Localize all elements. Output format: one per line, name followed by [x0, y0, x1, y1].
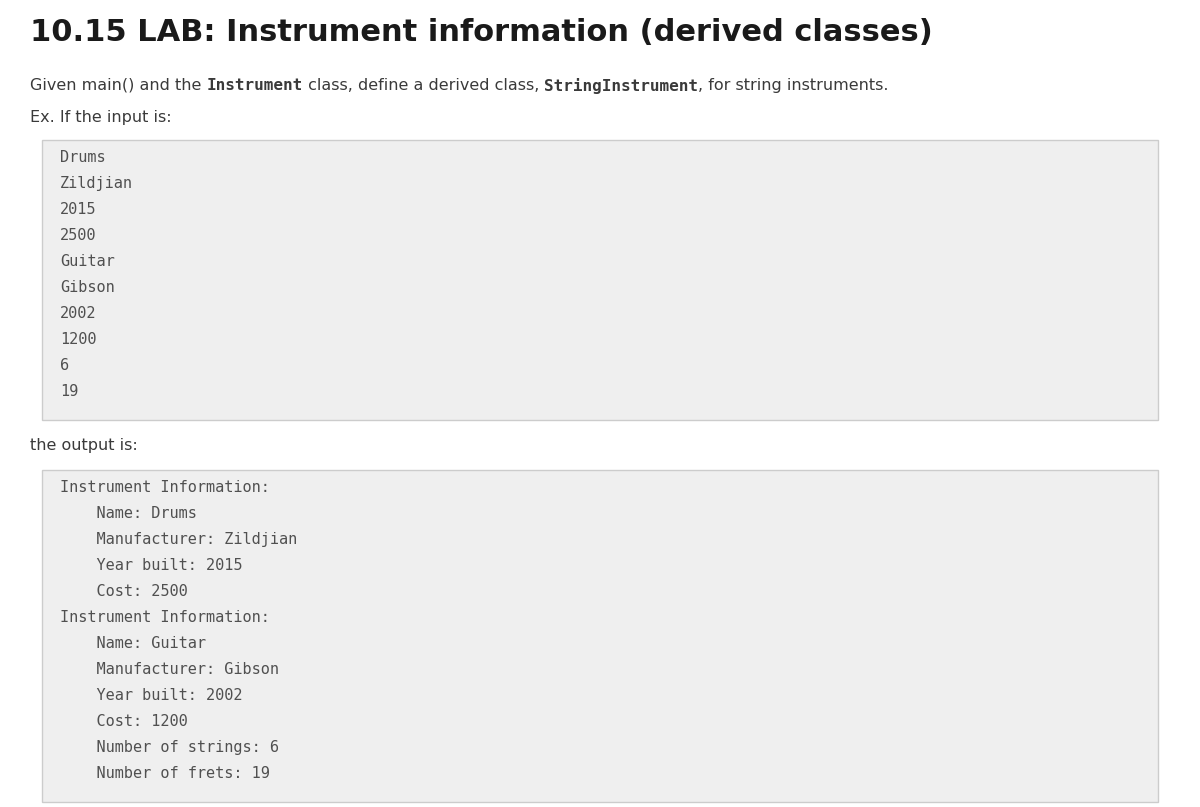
Text: Gibson: Gibson — [60, 280, 115, 295]
Text: , for string instruments.: , for string instruments. — [698, 78, 889, 93]
Text: Cost: 1200: Cost: 1200 — [60, 714, 187, 729]
Text: Number of frets: 19: Number of frets: 19 — [60, 766, 270, 781]
Text: 10.15 LAB: Instrument information (derived classes): 10.15 LAB: Instrument information (deriv… — [30, 18, 932, 47]
Text: Year built: 2015: Year built: 2015 — [60, 558, 242, 573]
Text: the output is:: the output is: — [30, 438, 138, 453]
Text: Given main() and the: Given main() and the — [30, 78, 206, 93]
Text: Drums: Drums — [60, 150, 106, 165]
Text: Year built: 2002: Year built: 2002 — [60, 688, 242, 703]
Text: 1200: 1200 — [60, 332, 96, 347]
Text: 2015: 2015 — [60, 202, 96, 217]
Text: StringInstrument: StringInstrument — [545, 78, 698, 94]
FancyBboxPatch shape — [42, 470, 1158, 802]
Text: Zildjian: Zildjian — [60, 176, 133, 191]
Text: Instrument Information:: Instrument Information: — [60, 610, 270, 625]
Text: Manufacturer: Gibson: Manufacturer: Gibson — [60, 662, 278, 677]
Text: class, define a derived class,: class, define a derived class, — [302, 78, 545, 93]
Text: 19: 19 — [60, 384, 78, 399]
Text: Instrument: Instrument — [206, 78, 302, 93]
Text: Manufacturer: Zildjian: Manufacturer: Zildjian — [60, 532, 298, 547]
Text: Name: Guitar: Name: Guitar — [60, 636, 206, 651]
Text: Number of strings: 6: Number of strings: 6 — [60, 740, 278, 755]
Text: 6: 6 — [60, 358, 70, 373]
Text: 2002: 2002 — [60, 306, 96, 321]
Text: Ex. If the input is:: Ex. If the input is: — [30, 110, 172, 125]
FancyBboxPatch shape — [42, 140, 1158, 420]
Text: Cost: 2500: Cost: 2500 — [60, 584, 187, 599]
Text: 2500: 2500 — [60, 228, 96, 243]
Text: Name: Drums: Name: Drums — [60, 506, 197, 521]
Text: Guitar: Guitar — [60, 254, 115, 269]
Text: Instrument Information:: Instrument Information: — [60, 480, 270, 495]
